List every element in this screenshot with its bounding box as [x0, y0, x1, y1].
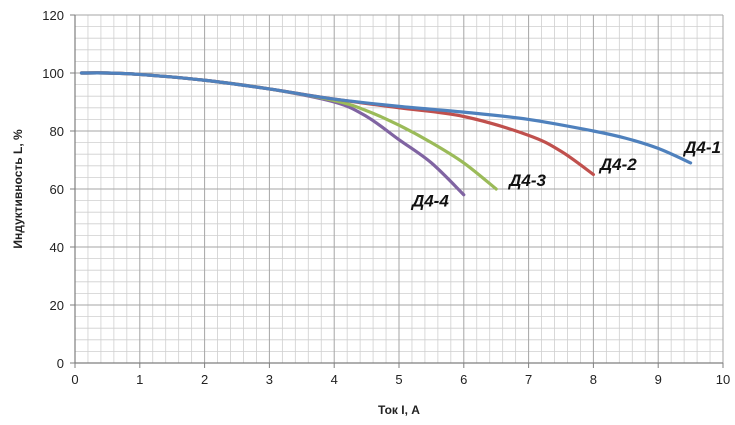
x-tick-label: 7: [525, 372, 532, 387]
y-tick-labels: 0 20 40 60 80 100 120: [42, 8, 64, 371]
y-tick-label: 80: [50, 124, 64, 139]
series-lines: [79, 71, 693, 197]
y-tick-label: 120: [42, 8, 64, 23]
series-labels: Д4-1 Д4-2 Д4-3 Д4-4: [410, 138, 721, 211]
series-label: Д4-1: [682, 138, 721, 157]
x-tick-label: 0: [71, 372, 78, 387]
y-tick-label: 0: [57, 356, 64, 371]
x-axis-title: Ток I, А: [378, 403, 420, 417]
y-tick-label: 100: [42, 66, 64, 81]
axes: [70, 14, 724, 368]
x-tick-label: 10: [716, 372, 730, 387]
x-tick-label: 2: [201, 372, 208, 387]
series-label: Д4-3: [507, 171, 546, 190]
x-tick-label: 1: [136, 372, 143, 387]
y-tick-label: 60: [50, 182, 64, 197]
x-tick-label: 8: [590, 372, 597, 387]
x-tick-label: 3: [266, 372, 273, 387]
series-line-д4-1: [79, 71, 693, 165]
y-tick-label: 20: [50, 298, 64, 313]
y-tick-label: 40: [50, 240, 64, 255]
x-tick-label: 9: [655, 372, 662, 387]
series-label: Д4-4: [410, 191, 449, 210]
y-axis-title: Индуктивность L, %: [11, 129, 25, 249]
x-tick-labels: 0 1 2 3 4 5 6 7 8 9 10: [71, 372, 730, 387]
x-tick-label: 5: [395, 372, 402, 387]
x-tick-label: 6: [460, 372, 467, 387]
x-tick-label: 4: [331, 372, 338, 387]
series-label: Д4-2: [598, 155, 637, 174]
